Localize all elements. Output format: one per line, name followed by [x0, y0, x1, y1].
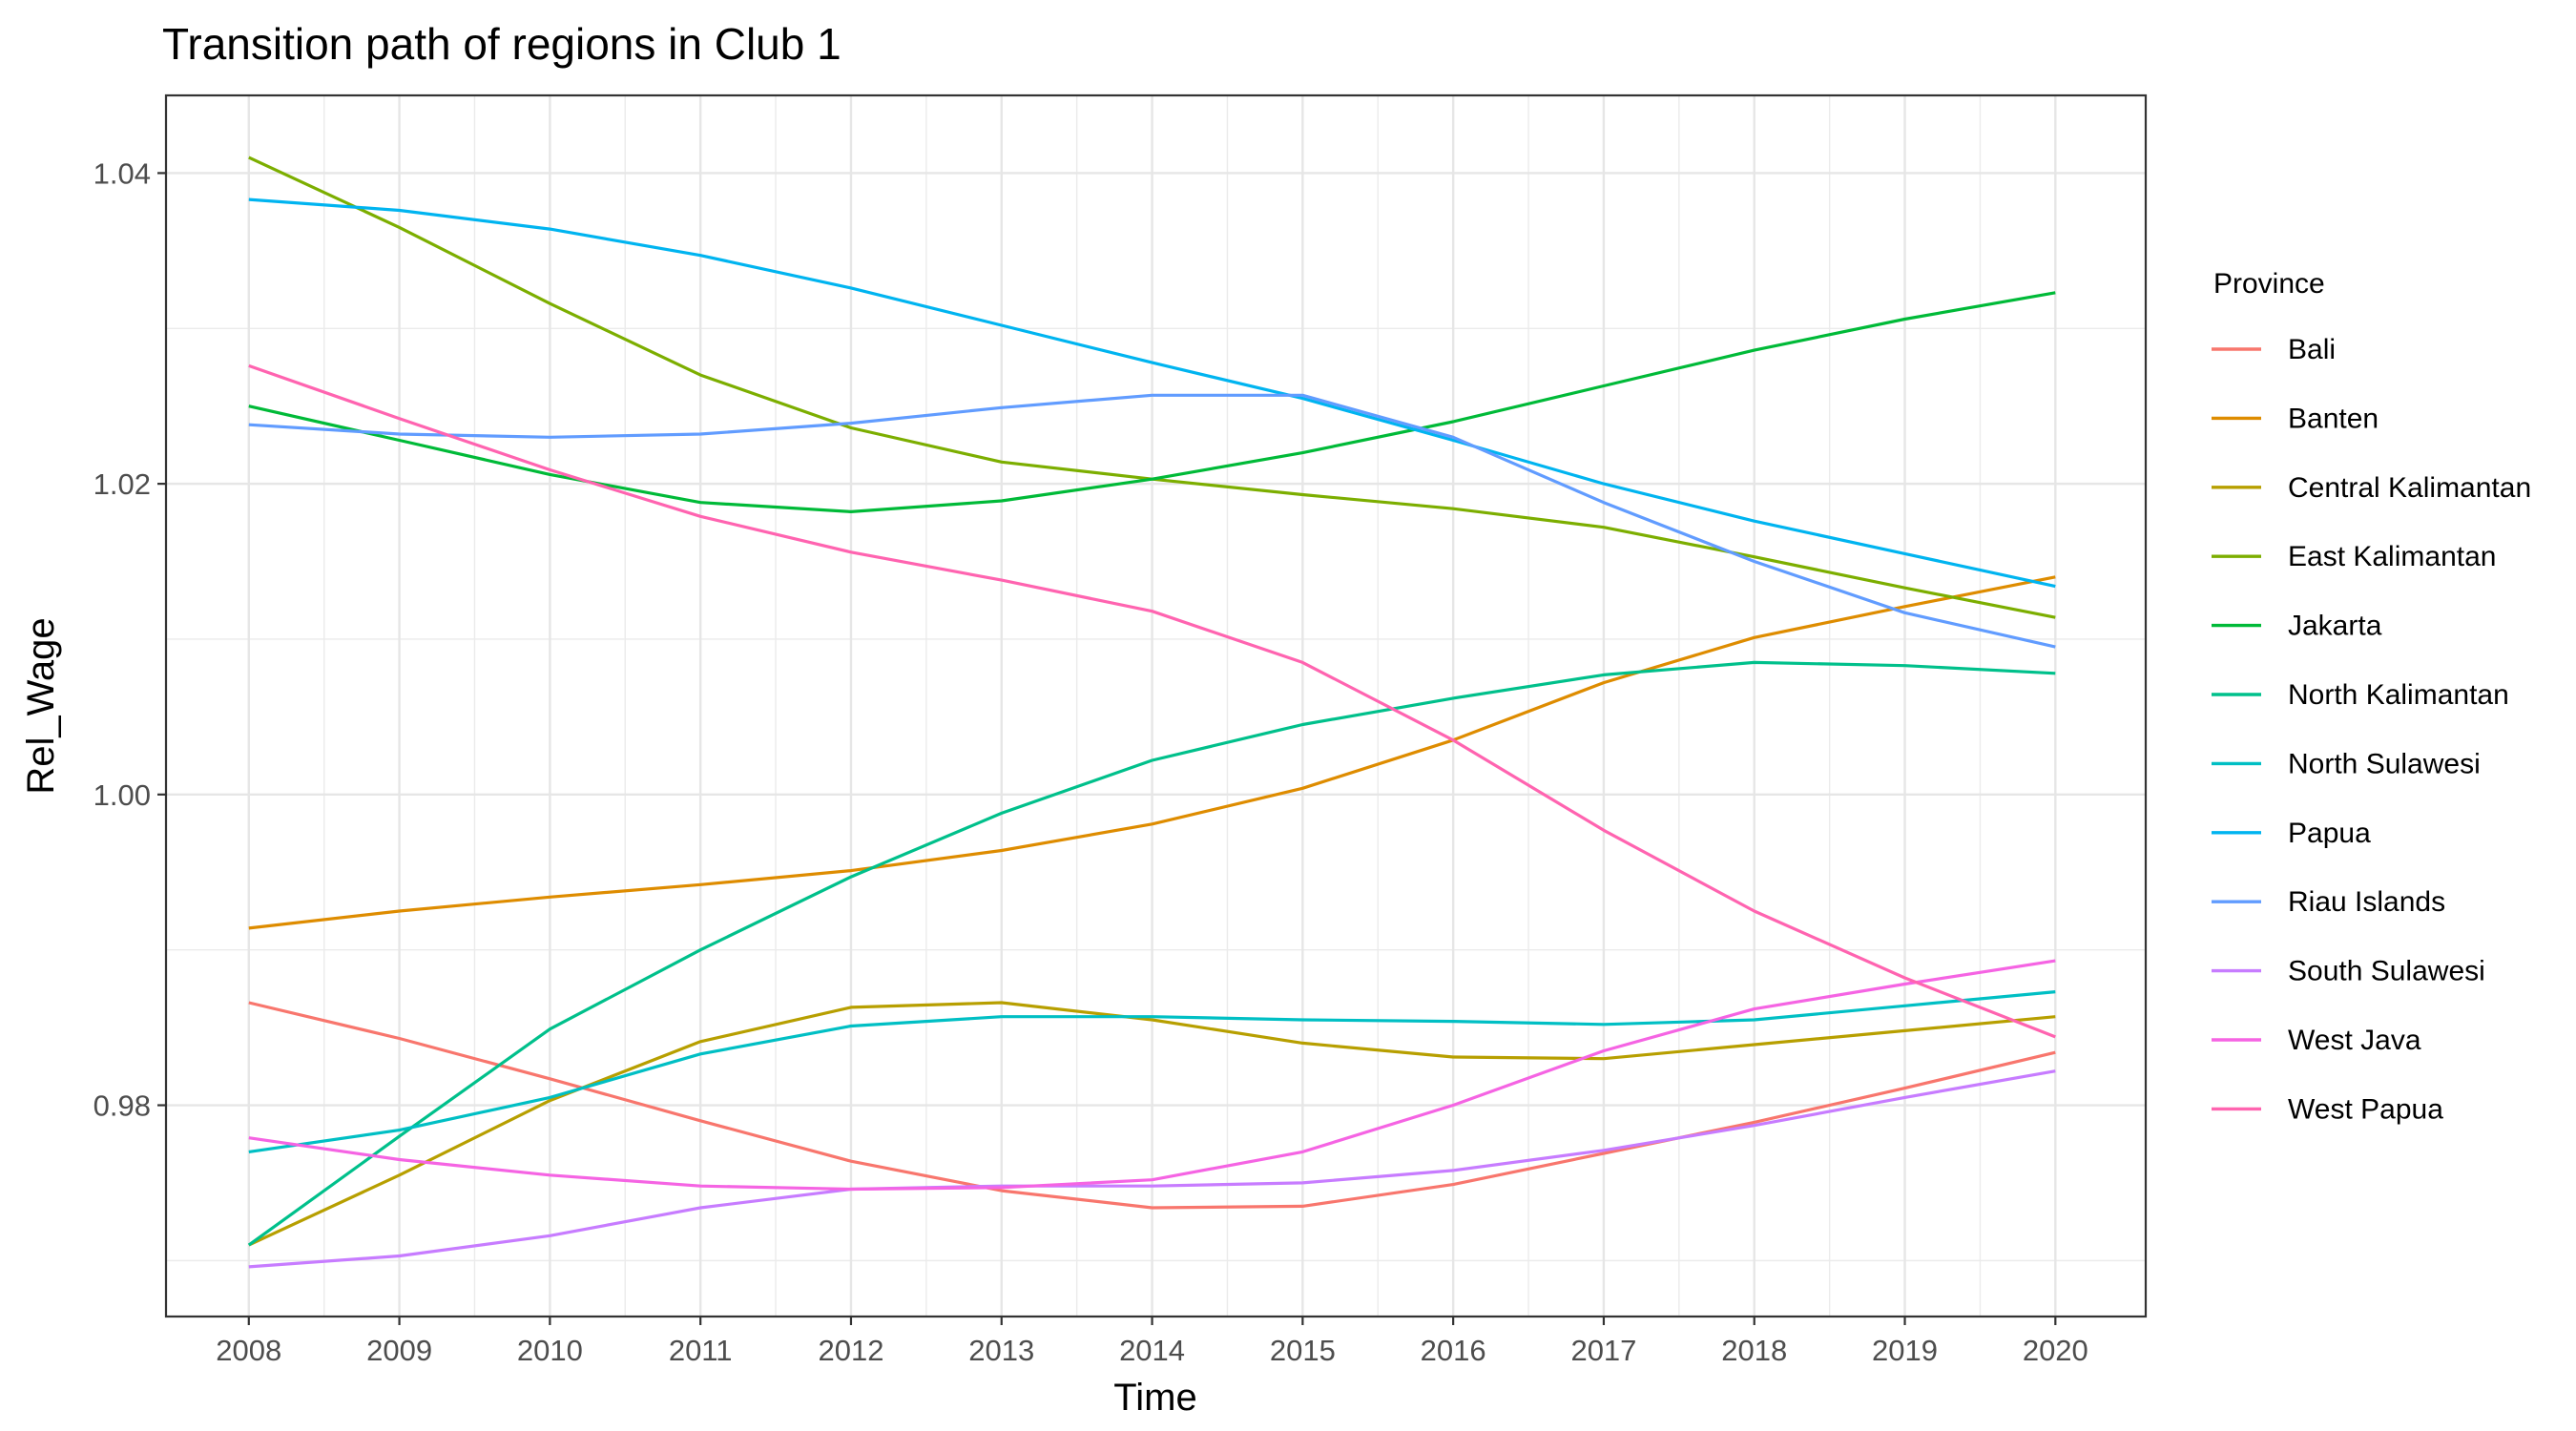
legend-label-north-sulawesi: North Sulawesi: [2288, 748, 2481, 779]
legend: Province Bali Banten Central Kalimantan Eas…: [2212, 268, 2531, 1125]
y-tick-label: 0.98: [93, 1089, 151, 1123]
series-line-north-sulawesi: [248, 990, 2056, 1153]
y-axis-title: Rel_Wage: [20, 617, 62, 794]
x-tick-label: 2009: [366, 1334, 432, 1367]
legend-label-banten: Banten: [2288, 403, 2379, 434]
y-axis: 0.98 1.00 1.02 1.04: [93, 156, 166, 1123]
series-line-south-sulawesi: [248, 1069, 2056, 1269]
legend-label-riau-islands: Riau Islands: [2288, 886, 2445, 918]
series-line-central-kalimantan: [248, 1001, 2056, 1247]
legend-label-bali: Bali: [2288, 334, 2336, 365]
series-line-banten: [248, 575, 2056, 930]
legend-title: Province: [2213, 268, 2325, 300]
series-layer: [247, 156, 2056, 1269]
x-tick-label: 2014: [1119, 1334, 1185, 1367]
x-tick-label: 2010: [517, 1334, 583, 1367]
legend-label-south-sulawesi: South Sulawesi: [2288, 956, 2485, 987]
series-line-papua: [248, 197, 2056, 589]
series-line-jakarta: [248, 291, 2056, 514]
x-tick-label: 2015: [1270, 1334, 1336, 1367]
x-tick-label: 2008: [216, 1334, 281, 1367]
series-line-west-java: [248, 959, 2056, 1192]
x-tick-label: 2012: [818, 1334, 883, 1367]
x-axis-title: Time: [1113, 1377, 1196, 1419]
plot-panel: [166, 95, 2146, 1317]
legend-label-central-kalimantan: Central Kalimantan: [2288, 472, 2531, 504]
legend-label-jakarta: Jakarta: [2288, 611, 2382, 642]
y-tick-label: 1.02: [93, 467, 151, 501]
x-tick-label: 2017: [1570, 1334, 1636, 1367]
x-tick-label: 2013: [968, 1334, 1034, 1367]
x-tick-label: 2020: [2023, 1334, 2088, 1367]
x-tick-label: 2018: [1721, 1334, 1787, 1367]
legend-label-north-kalimantan: North Kalimantan: [2288, 679, 2509, 711]
legend-label-west-java: West Java: [2288, 1025, 2421, 1056]
legend-label-west-papua: West Papua: [2288, 1093, 2443, 1125]
x-tick-label: 2019: [1872, 1334, 1938, 1367]
y-tick-label: 1.04: [93, 156, 151, 190]
y-tick-label: 1.00: [93, 778, 151, 812]
x-tick-label: 2016: [1421, 1334, 1486, 1367]
chart-title: Transition path of regions in Club 1: [162, 19, 841, 69]
x-axis: 2008 2009 2010 2011 2012 2013 2014 2015 2016 2017…: [216, 1317, 2088, 1367]
grid-minor: [166, 95, 2146, 1317]
series-line-west-papua: [248, 363, 2056, 1039]
legend-label-papua: Papua: [2288, 818, 2371, 849]
grid-major: [166, 95, 2146, 1317]
plot-border: [164, 93, 2148, 1318]
series-line-north-kalimantan: [247, 660, 2056, 1247]
series-line-bali: [248, 1001, 2056, 1210]
series-line-riau-islands: [248, 393, 2056, 649]
legend-label-east-kalimantan: East Kalimantan: [2288, 541, 2496, 572]
x-tick-label: 2011: [669, 1334, 733, 1367]
